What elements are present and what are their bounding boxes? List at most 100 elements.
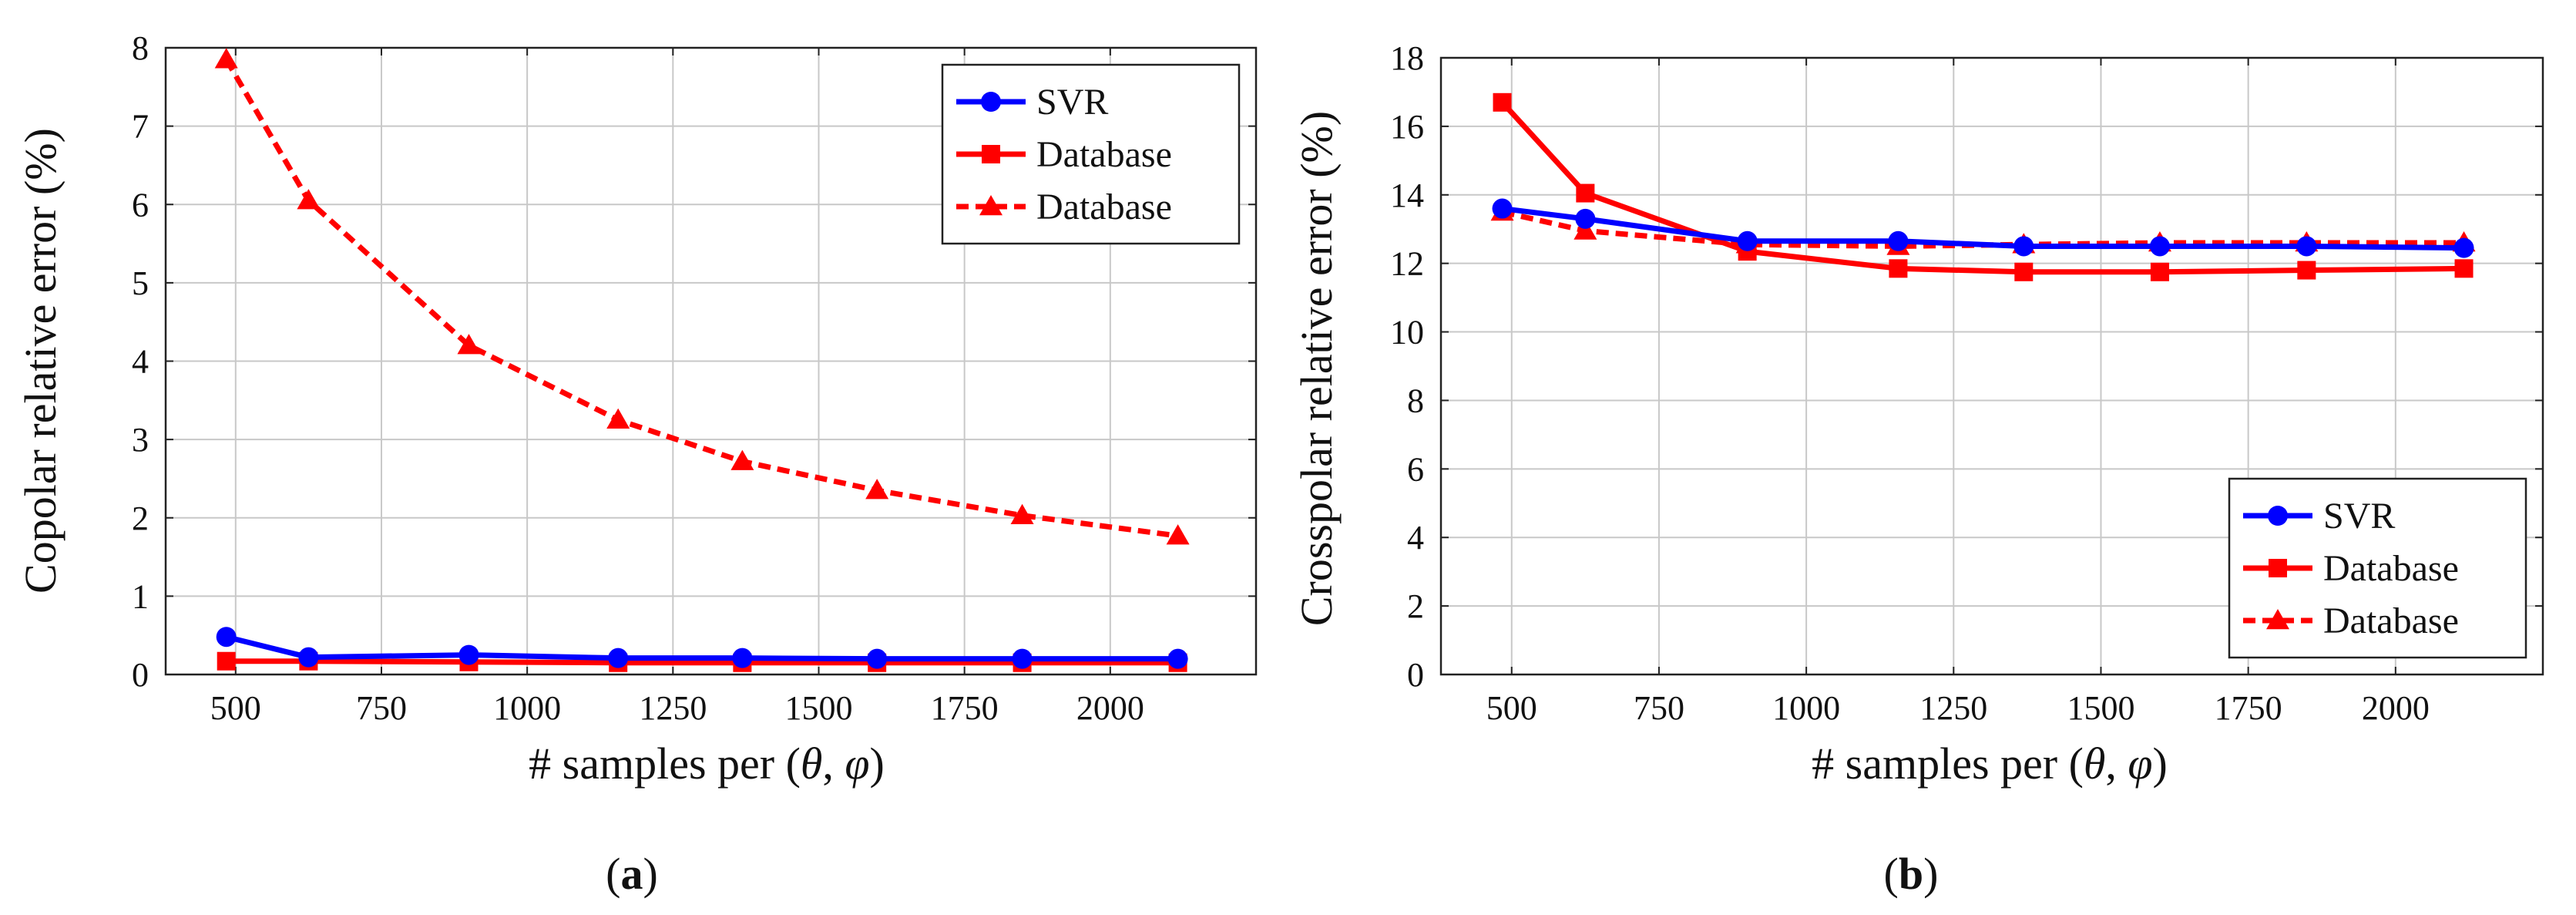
data-point-svr-circle xyxy=(1492,198,1513,219)
y-tick-label: 4 xyxy=(132,343,149,381)
caption: (a) xyxy=(606,849,658,899)
legend-marker-triangle xyxy=(979,195,1003,216)
data-point-svr-circle xyxy=(458,644,479,665)
series-line-svr-circle xyxy=(1502,206,2464,251)
series-line-database-square xyxy=(1500,100,2464,275)
data-point-database-square xyxy=(1493,93,1512,112)
data-point-svr-circle xyxy=(732,648,753,668)
x-tick-label: 750 xyxy=(356,689,407,727)
y-tick-label: 2 xyxy=(1407,587,1424,625)
y-tick-label: 7 xyxy=(132,108,149,146)
data-point-database-triangle xyxy=(457,334,481,355)
chart-b: 500 750 1000 1250 1500 1750 2000 0 2 4 6 8 10 12 14 16 1… xyxy=(1291,39,2544,899)
y-tick-label: 6 xyxy=(132,186,149,224)
y-tick-label: 8 xyxy=(132,29,149,67)
x-tick-label: 1500 xyxy=(2067,689,2134,727)
y-tick-label: 12 xyxy=(1390,245,1424,283)
data-point-svr-circle xyxy=(1012,648,1033,669)
legend-marker-square xyxy=(2269,559,2287,577)
series-line-database-triangle xyxy=(223,58,1179,539)
y-tick-label: 1 xyxy=(132,577,149,615)
y-tick-label: 18 xyxy=(1390,39,1424,77)
y-tick-label: 3 xyxy=(132,421,149,459)
y-axis-label: Crosspolar relative error (%) xyxy=(1291,111,1342,626)
y-tick-label: 4 xyxy=(1407,519,1424,557)
plot-frame-b xyxy=(1439,56,2544,676)
ticks-b: 500 750 1000 1250 1500 1750 2000 0 2 4 6 8 10 12 14 16 1… xyxy=(1390,39,2543,727)
chart-panel-b: 500 750 1000 1250 1500 1750 2000 0 2 4 6 8 10 12 14 16 1… xyxy=(1279,0,2576,915)
data-point-database-triangle xyxy=(297,189,321,210)
data-point-svr-circle xyxy=(1737,230,1758,251)
legend-marker-triangle xyxy=(2266,609,2289,630)
data-point-database-square xyxy=(1889,259,1908,278)
data-point-database-square xyxy=(217,651,236,671)
data-point-svr-circle xyxy=(608,648,629,668)
legend-label-database: Database xyxy=(1036,134,1172,175)
data-point-database-triangle xyxy=(865,479,889,500)
data-point-svr-circle xyxy=(1167,648,1188,669)
legend-b: SVR Database Database xyxy=(2228,477,2527,659)
x-tick-label: 500 xyxy=(210,689,261,727)
series-line-database-triangle xyxy=(1501,209,2464,249)
y-tick-label: 5 xyxy=(132,264,149,302)
data-point-svr-circle xyxy=(1888,230,1909,251)
data-point-database-square xyxy=(2454,259,2474,278)
x-tick-label: 2000 xyxy=(1076,689,1144,727)
data-point-svr-circle xyxy=(216,627,237,648)
data-point-database-triangle xyxy=(606,408,630,429)
x-tick-label: 1500 xyxy=(784,689,852,727)
legend-marker-circle xyxy=(2268,506,2288,526)
data-point-svr-circle xyxy=(298,647,319,668)
x-axis-label: # samples per (θ, φ) xyxy=(529,738,885,789)
x-tick-label: 1250 xyxy=(1919,689,1987,727)
series-line-svr-circle xyxy=(225,634,1178,662)
legend-label-database: Database xyxy=(1036,187,1172,227)
data-point-database-triangle xyxy=(1166,524,1190,545)
data-point-database-triangle xyxy=(1010,503,1034,524)
x-tick-label: 1750 xyxy=(931,689,999,727)
legend-label-svr: SVR xyxy=(1036,82,1108,123)
series-layer-b xyxy=(1490,93,2476,281)
x-tick-label: 500 xyxy=(1486,689,1537,727)
data-point-database-square xyxy=(1576,183,1595,203)
data-point-database-square xyxy=(2150,262,2169,281)
y-tick-label: 8 xyxy=(1407,382,1424,419)
x-tick-label: 1000 xyxy=(493,689,561,727)
x-tick-label: 1750 xyxy=(2215,689,2282,727)
data-point-database-triangle xyxy=(1573,219,1597,240)
data-point-svr-circle xyxy=(2453,237,2474,258)
y-tick-label: 0 xyxy=(1407,656,1424,694)
series-layer-a xyxy=(214,48,1190,672)
legend-marker-circle xyxy=(981,92,1001,112)
legend-a: SVR Database Database xyxy=(941,63,1241,245)
data-point-svr-circle xyxy=(867,648,888,669)
data-point-database-triangle xyxy=(730,449,754,470)
y-tick-label: 10 xyxy=(1390,314,1424,352)
data-point-database-triangle xyxy=(214,48,238,69)
y-tick-label: 0 xyxy=(132,656,149,694)
data-point-svr-circle xyxy=(1575,208,1596,229)
series-line-database-square xyxy=(226,658,1178,666)
y-tick-label: 14 xyxy=(1390,177,1424,214)
data-point-database-square xyxy=(2014,262,2034,281)
legend-label-svr: SVR xyxy=(2323,496,2395,537)
data-point-svr-circle xyxy=(2296,236,2317,257)
y-tick-label: 6 xyxy=(1407,450,1424,488)
legend-label-database: Database xyxy=(2323,548,2459,589)
legend-label-database: Database xyxy=(2323,600,2459,641)
y-axis-label: Copolar relative error (%) xyxy=(15,128,65,594)
chart-a: 500 750 1000 1250 1500 1750 2000 0 1 2 3 4 5 6 7 8 SVR D… xyxy=(15,29,1258,899)
x-tick-label: 1000 xyxy=(1772,689,1840,727)
chart-panel-a: 500 750 1000 1250 1500 1750 2000 0 1 2 3 4 5 6 7 8 SVR D… xyxy=(0,0,1279,915)
x-tick-label: 2000 xyxy=(2362,689,2430,727)
data-point-database-square xyxy=(2297,261,2316,280)
legend-marker-square xyxy=(982,145,1000,163)
data-point-svr-circle xyxy=(2013,236,2034,257)
ticks-a: 500 750 1000 1250 1500 1750 2000 0 1 2 3 4 5 6 7 8 xyxy=(132,29,1256,727)
data-point-svr-circle xyxy=(2149,236,2170,257)
x-tick-label: 1250 xyxy=(639,689,707,727)
x-axis-label: # samples per (θ, φ) xyxy=(1812,738,2168,789)
x-tick-label: 750 xyxy=(1634,689,1684,727)
y-tick-label: 2 xyxy=(132,500,149,537)
caption: (b) xyxy=(1884,849,1939,899)
